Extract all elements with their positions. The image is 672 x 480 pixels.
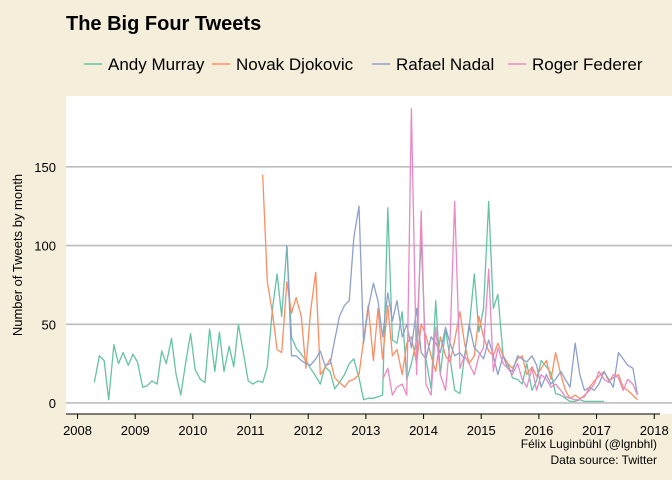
y-tick-label: 150 (34, 160, 56, 175)
legend: Andy Murray Novak Djokovic Rafael Nadal Rog… (84, 55, 643, 74)
series-line-novak-djokovic (262, 174, 638, 401)
series-line-roger-federer (382, 107, 639, 401)
x-tick-label: 2014 (409, 423, 438, 438)
legend-label-rafael-nadal: Rafael Nadal (396, 55, 494, 74)
x-tick-label: 2012 (294, 423, 323, 438)
y-tick-label: 0 (49, 396, 56, 411)
chart-title: The Big Four Tweets (66, 13, 261, 35)
plot-panel (66, 96, 672, 414)
x-tick-label: 2015 (467, 423, 496, 438)
x-tick-label: 2008 (63, 423, 92, 438)
y-axis: 0 50 100 150 (34, 160, 56, 411)
legend-label-roger-federer: Roger Federer (532, 55, 643, 74)
series-group (93, 107, 639, 403)
x-tick-label: 2016 (524, 423, 553, 438)
x-tick-label: 2010 (178, 423, 207, 438)
x-axis: 2008 2009 2010 2011 2012 2013 2014 2015 2016 2017… (63, 414, 669, 438)
x-tick-label: 2011 (237, 423, 265, 438)
gridlines (66, 166, 672, 404)
caption-source: Data source: Twitter (551, 453, 658, 467)
x-tick-label: 2013 (351, 423, 380, 438)
x-tick-label: 2018 (640, 423, 669, 438)
legend-label-andy-murray: Andy Murray (108, 55, 205, 74)
y-tick-label: 50 (42, 317, 56, 332)
series-line-andy-murray (93, 200, 605, 403)
x-tick-label: 2017 (582, 423, 611, 438)
legend-label-novak-djokovic: Novak Djokovic (236, 55, 354, 74)
y-axis-title: Number of Tweets by month (10, 174, 25, 336)
y-tick-label: 100 (34, 239, 56, 254)
caption-author: Félix Luginbühl (@lgnbhl) (521, 437, 657, 451)
x-tick-label: 2009 (121, 423, 150, 438)
series-line-rafael-nadal (286, 205, 639, 396)
